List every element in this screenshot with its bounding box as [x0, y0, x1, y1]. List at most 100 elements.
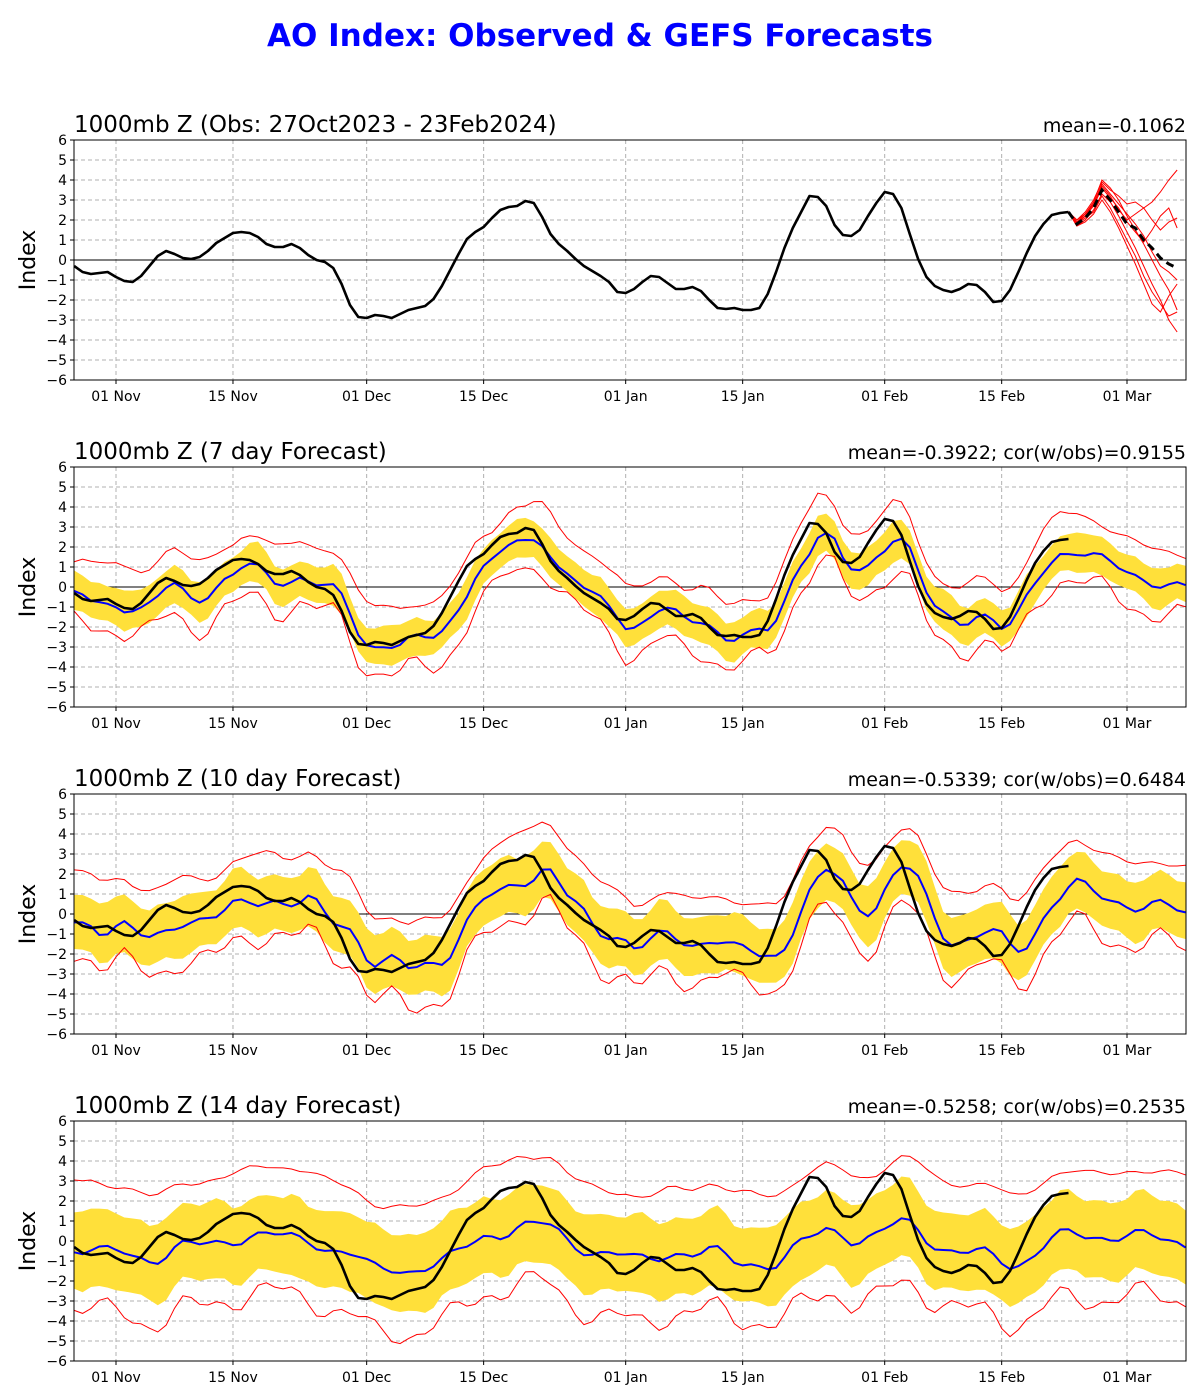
- y-tick-label: 2: [58, 540, 67, 556]
- x-tick-label: 01 Jan: [604, 716, 648, 732]
- y-tick-label: −6: [46, 700, 67, 716]
- plot-area: [74, 821, 1186, 1014]
- x-tick-label: 01 Nov: [91, 1370, 141, 1386]
- ensemble-min-line: [74, 1271, 1186, 1345]
- observed-line: [74, 190, 1069, 320]
- y-tick-label: 5: [58, 480, 67, 496]
- y-tick-label: −1: [46, 273, 67, 289]
- forecast-member-line: [1068, 193, 1178, 333]
- y-tick-label: −2: [46, 293, 67, 309]
- ensemble-max-line: [74, 492, 1186, 609]
- panel-title: 1000mb Z (7 day Forecast): [74, 439, 387, 465]
- y-tick-label: −3: [46, 640, 67, 656]
- x-tick-label: 01 Jan: [604, 389, 648, 405]
- y-tick-label: 1: [58, 1214, 67, 1230]
- chart-panel-3: −6 −5 −4 −3 −2 −1 0 1 2 3 4 5 6 01 Nov 15 Nov 01 Dec 15 …: [16, 766, 1187, 1059]
- x-tick-label: 15 Dec: [459, 716, 508, 732]
- y-tick-label: 5: [58, 1134, 67, 1150]
- x-tick-label: 01 Mar: [1103, 716, 1152, 732]
- x-tick-label: 01 Jan: [604, 1370, 648, 1386]
- y-tick-label: 4: [58, 500, 67, 516]
- x-tick-label: 01 Feb: [861, 1043, 908, 1059]
- y-tick-label: 4: [58, 1154, 67, 1170]
- panel-title: 1000mb Z (14 day Forecast): [74, 1093, 401, 1119]
- y-tick-label: 0: [58, 1234, 67, 1250]
- plot-area: [74, 169, 1178, 333]
- x-tick-label: 15 Nov: [208, 716, 258, 732]
- y-tick-label: −4: [46, 333, 67, 349]
- y-tick-label: 2: [58, 1194, 67, 1210]
- forecast-member-line: [1068, 183, 1178, 281]
- panel-statistics: mean=-0.1062: [1043, 115, 1186, 137]
- x-tick-label: 01 Dec: [342, 716, 391, 732]
- ensemble-max-line: [74, 821, 1186, 925]
- x-tick-label: 15 Feb: [978, 1370, 1025, 1386]
- x-tick-label: 01 Nov: [91, 389, 141, 405]
- x-tick-label: 01 Nov: [91, 1043, 141, 1059]
- y-tick-label: 4: [58, 173, 67, 189]
- y-tick-label: −4: [46, 660, 67, 676]
- y-tick-label: 3: [58, 193, 67, 209]
- x-tick-label: 01 Dec: [342, 389, 391, 405]
- x-tick-label: 01 Feb: [861, 1370, 908, 1386]
- x-tick-label: 15 Jan: [721, 1043, 765, 1059]
- y-tick-label: 1: [58, 560, 67, 576]
- x-tick-label: 01 Nov: [91, 716, 141, 732]
- x-tick-label: 15 Nov: [208, 1043, 258, 1059]
- y-tick-label: 3: [58, 1174, 67, 1190]
- chart-panel-4: −6 −5 −4 −3 −2 −1 0 1 2 3 4 5 6 01 Nov 15 Nov 01 Dec 15 …: [16, 1093, 1187, 1386]
- x-tick-label: 15 Nov: [208, 389, 258, 405]
- ensemble-mean-line: [74, 1217, 1186, 1274]
- y-tick-label: −2: [46, 947, 67, 963]
- observed-line: [74, 844, 1069, 974]
- x-tick-label: 01 Dec: [342, 1043, 391, 1059]
- observed-line: [74, 517, 1069, 647]
- y-tick-label: 6: [58, 787, 67, 803]
- y-axis-label: Index: [16, 557, 41, 618]
- observed-line: [74, 1171, 1069, 1301]
- y-tick-label: 2: [58, 213, 67, 229]
- y-tick-label: −2: [46, 620, 67, 636]
- x-tick-label: 01 Mar: [1103, 389, 1152, 405]
- y-tick-label: 3: [58, 520, 67, 536]
- x-tick-label: 15 Jan: [721, 389, 765, 405]
- x-tick-label: 15 Dec: [459, 389, 508, 405]
- y-tick-label: −5: [46, 1334, 67, 1350]
- y-tick-label: −1: [46, 927, 67, 943]
- ensemble-min-line: [74, 893, 1186, 1014]
- y-tick-label: −6: [46, 373, 67, 389]
- chart-panel-1: −6 −5 −4 −3 −2 −1 0 1 2 3 4 5 6 01 Nov 15 Nov 01 Dec 15 …: [16, 112, 1187, 405]
- y-tick-label: −2: [46, 1274, 67, 1290]
- forecast-member-line: [1068, 199, 1178, 313]
- y-tick-label: −3: [46, 313, 67, 329]
- x-tick-label: 01 Dec: [342, 1370, 391, 1386]
- y-tick-label: 5: [58, 153, 67, 169]
- x-tick-label: 15 Jan: [721, 1370, 765, 1386]
- ensemble-min-line: [74, 554, 1186, 677]
- y-tick-label: −5: [46, 1007, 67, 1023]
- chart-panel-2: −6 −5 −4 −3 −2 −1 0 1 2 3 4 5 6 01 Nov 15 Nov 01 Dec 15 …: [16, 439, 1187, 732]
- y-axis-label: Index: [16, 1211, 41, 1272]
- x-tick-label: 15 Feb: [978, 389, 1025, 405]
- x-tick-label: 01 Feb: [861, 389, 908, 405]
- panel-statistics: mean=-0.5258; cor(w/obs)=0.2535: [848, 1096, 1186, 1118]
- y-tick-label: −3: [46, 967, 67, 983]
- panel-title: 1000mb Z (10 day Forecast): [74, 766, 401, 792]
- y-tick-label: 1: [58, 887, 67, 903]
- x-tick-label: 15 Dec: [459, 1370, 508, 1386]
- panel-title: 1000mb Z (Obs: 27Oct2023 - 23Feb2024): [74, 112, 557, 138]
- y-tick-label: 5: [58, 807, 67, 823]
- x-tick-label: 15 Feb: [978, 716, 1025, 732]
- y-tick-label: −1: [46, 600, 67, 616]
- y-tick-label: 4: [58, 827, 67, 843]
- y-axis-label: Index: [16, 884, 41, 945]
- y-tick-label: −1: [46, 1254, 67, 1270]
- plot-area: [74, 1155, 1186, 1345]
- x-tick-label: 15 Nov: [208, 1370, 258, 1386]
- y-tick-label: −6: [46, 1027, 67, 1043]
- x-tick-label: 15 Feb: [978, 1043, 1025, 1059]
- y-tick-label: −3: [46, 1294, 67, 1310]
- y-tick-label: 1: [58, 233, 67, 249]
- x-tick-label: 15 Dec: [459, 1043, 508, 1059]
